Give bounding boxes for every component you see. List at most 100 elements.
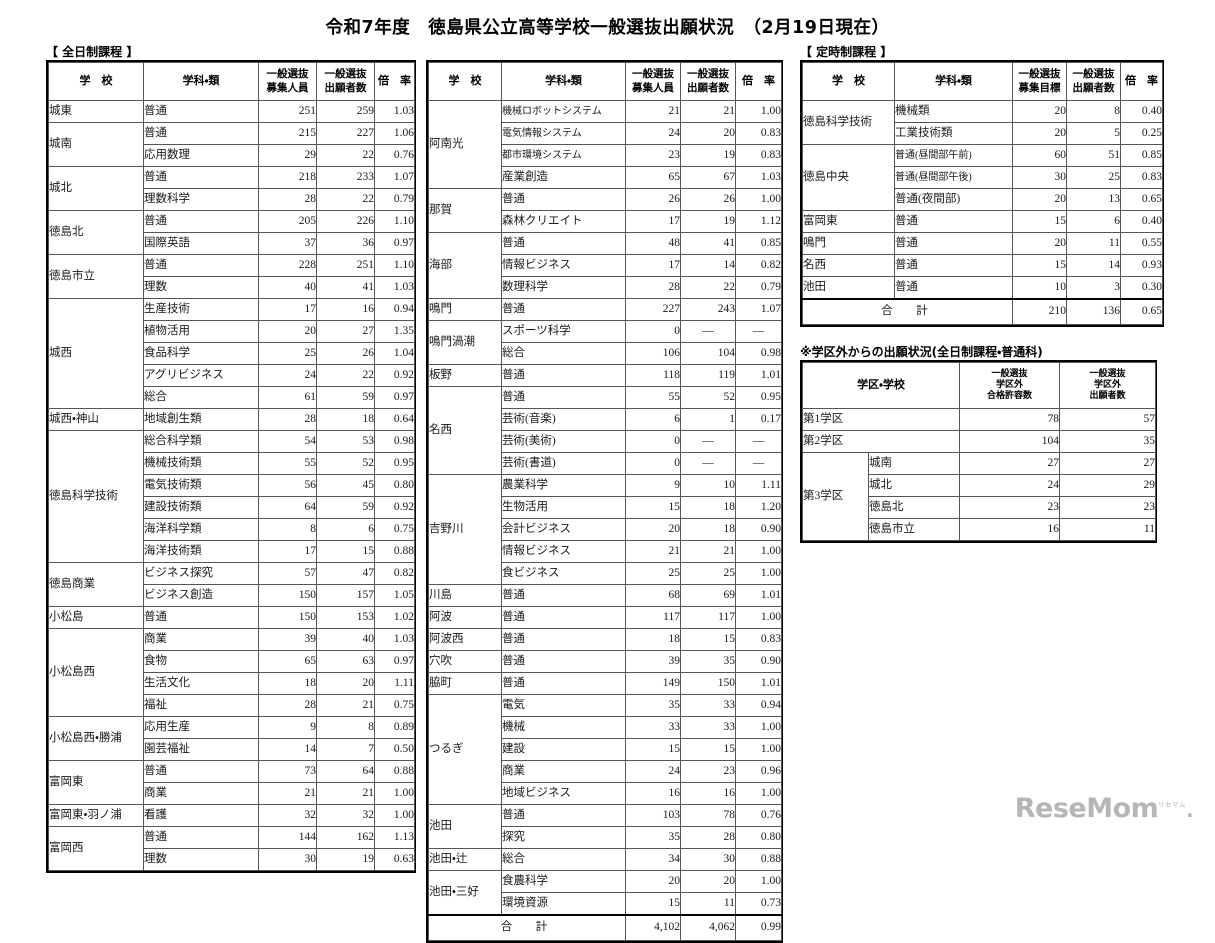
cell-school: 富岡東 xyxy=(48,760,144,805)
cell-quota: 35 xyxy=(625,694,681,717)
cell-total-quota: 210 xyxy=(1012,297,1067,325)
cell-school: 城西 xyxy=(48,298,144,409)
table-row: 城北 普通 218 233 1.07 xyxy=(48,166,415,211)
table-row: 理数科学 28 22 0.79 xyxy=(49,188,415,211)
cell-applicants: 6 xyxy=(1066,210,1121,233)
cell-department: 情報ビジネス xyxy=(501,540,626,563)
cell-quota: 24 xyxy=(625,122,681,145)
cell-quota: 60 xyxy=(1012,144,1067,167)
cell-ratio: 0.97 xyxy=(374,650,415,673)
cell-quota: 6 xyxy=(625,408,681,431)
cell-ratio: 0.83 xyxy=(1120,166,1163,189)
cell-ratio: 1.00 xyxy=(735,188,782,211)
cell-department: 生活文化 xyxy=(143,672,259,695)
cell-ratio: 0.92 xyxy=(374,496,415,519)
applicants-line-2: 出願者数 xyxy=(687,81,729,94)
fulltime-right-grid: 学 校 学科・類 一般選抜 募集人員 一般選抜 出願者数 倍 率 阿南光 機械ロボ… xyxy=(428,62,782,941)
cell-ratio: 0.97 xyxy=(374,386,415,409)
cell-applicants: 27 xyxy=(316,320,375,343)
cell-ratio: 0.80 xyxy=(374,474,415,497)
cell-ratio: 1.01 xyxy=(735,364,782,387)
table-row: 森林クリエイト 17 19 1.12 xyxy=(429,210,782,233)
cell-quota: 14 xyxy=(258,738,317,761)
cell-department: 園芸福祉 xyxy=(143,738,259,761)
cell-quota: 17 xyxy=(625,210,681,233)
table-row: 都市環境システム 23 19 0.83 xyxy=(429,144,782,167)
cell-ratio: 0.83 xyxy=(735,628,782,651)
cell-applicants: 35 xyxy=(680,650,736,673)
cell-ratio: 1.05 xyxy=(374,584,415,607)
table-row: 城東 普通 251 259 1.03 xyxy=(48,100,415,123)
cell-total-ratio: 0.99 xyxy=(735,913,782,941)
cell-ratio: 0.94 xyxy=(374,298,415,321)
table-row: 川島 普通 68 69 1.01 xyxy=(428,584,782,607)
cell-quota: 15 xyxy=(625,892,681,915)
cell-applicants: 157 xyxy=(316,584,375,607)
cell-applicants: 21 xyxy=(680,100,736,123)
cell-ratio: 0.30 xyxy=(1120,276,1163,299)
cell-outzone-admit: 104 xyxy=(959,430,1060,453)
cell-applicants: 18 xyxy=(316,408,375,431)
cell-applicants: 51 xyxy=(1066,144,1121,167)
cell-department: 建設技術類 xyxy=(143,496,259,519)
cell-ratio: 1.01 xyxy=(735,584,782,607)
cell-department: 農業科学 xyxy=(501,474,626,497)
cell-applicants: 67 xyxy=(680,166,736,189)
table-row: 穴吹 普通 39 35 0.90 xyxy=(428,650,782,673)
cell-department: 探究 xyxy=(501,826,626,849)
cell-ratio: 0.93 xyxy=(1120,254,1163,277)
col-header-ratio: 倍 率 xyxy=(1120,62,1163,101)
cell-applicants: 8 xyxy=(1066,100,1121,123)
cell-department: 地域創生類 xyxy=(143,408,259,431)
col-header-ratio: 倍 率 xyxy=(735,62,782,101)
cell-department: 食農科学 xyxy=(501,870,626,893)
outofzone-grid: 学区・学校 一般選抜 学区外 合格許容数 一般選抜 学区外 出願者数 第1学区 7… xyxy=(802,362,1156,541)
cell-applicants: 11 xyxy=(1066,232,1121,255)
cell-applicants: 45 xyxy=(316,474,375,497)
cell-quota: 30 xyxy=(258,848,317,871)
table-row: 鳴門 普通 227 243 1.07 xyxy=(428,298,782,321)
cell-department: 食物 xyxy=(143,650,259,673)
outzone-apply-line-3: 出願者数 xyxy=(1089,390,1126,401)
table-row: 城南 普通 215 227 1.06 xyxy=(48,122,415,167)
cell-quota: 20 xyxy=(1012,188,1067,211)
cell-department: 普通 xyxy=(143,826,259,849)
cell-quota: 117 xyxy=(625,606,681,629)
table-row: 池田 普通 103 78 0.76 xyxy=(428,804,782,849)
cell-ratio: 0.85 xyxy=(735,232,782,255)
table-row: 芸術(書道) 0— — xyxy=(429,452,782,475)
cell-applicants: 40 xyxy=(316,628,375,651)
cell-quota: 228 xyxy=(258,254,317,277)
cell-ratio: 1.11 xyxy=(374,672,415,695)
cell-applicants: 41 xyxy=(316,276,375,299)
cell-quota: 37 xyxy=(258,232,317,255)
cell-ratio: 0.95 xyxy=(374,452,415,475)
cell-applicants: 11 xyxy=(680,892,736,915)
cell-ratio: 0.88 xyxy=(374,760,415,783)
cell-department: 工業技術類 xyxy=(894,122,1013,145)
cell-department: 生物活用 xyxy=(501,496,626,519)
cell-quota: 150 xyxy=(258,584,317,607)
cell-ratio: 1.00 xyxy=(735,716,782,739)
cell-quota: 29 xyxy=(258,144,317,167)
cell-total-applicants: 4,062 xyxy=(680,913,736,941)
cell-quota: 17 xyxy=(258,298,317,321)
page-title: 令和7年度 徳島県公立高等学校一般選抜出願状況 （2月19日現在） xyxy=(325,18,890,38)
table-row: 板野 普通 118 119 1.01 xyxy=(428,364,782,387)
cell-school: 池田 xyxy=(802,276,895,299)
cell-department: 普通 xyxy=(501,188,626,211)
cell-ratio: 0.65 xyxy=(1120,188,1163,211)
cell-department: ビジネス探究 xyxy=(143,562,259,585)
cell-applicants: 19 xyxy=(680,210,736,233)
cell-applicants: 19 xyxy=(316,848,375,871)
table-row: 福祉 28 21 0.75 xyxy=(49,694,415,717)
cell-department: 普通 xyxy=(501,804,626,827)
cell-ratio: 1.10 xyxy=(374,210,415,233)
cell-ratio: 0.89 xyxy=(374,716,415,739)
table-row: 城西・神山 地域創生類 28 18 0.64 xyxy=(48,408,415,431)
cell-quota: 23 xyxy=(625,144,681,167)
table-row: 工業技術類 20 5 0.25 xyxy=(803,122,1163,145)
cell-applicants: 52 xyxy=(316,452,375,475)
cell-ratio: 0.83 xyxy=(735,122,782,145)
cell-department: 普通 xyxy=(501,606,626,629)
